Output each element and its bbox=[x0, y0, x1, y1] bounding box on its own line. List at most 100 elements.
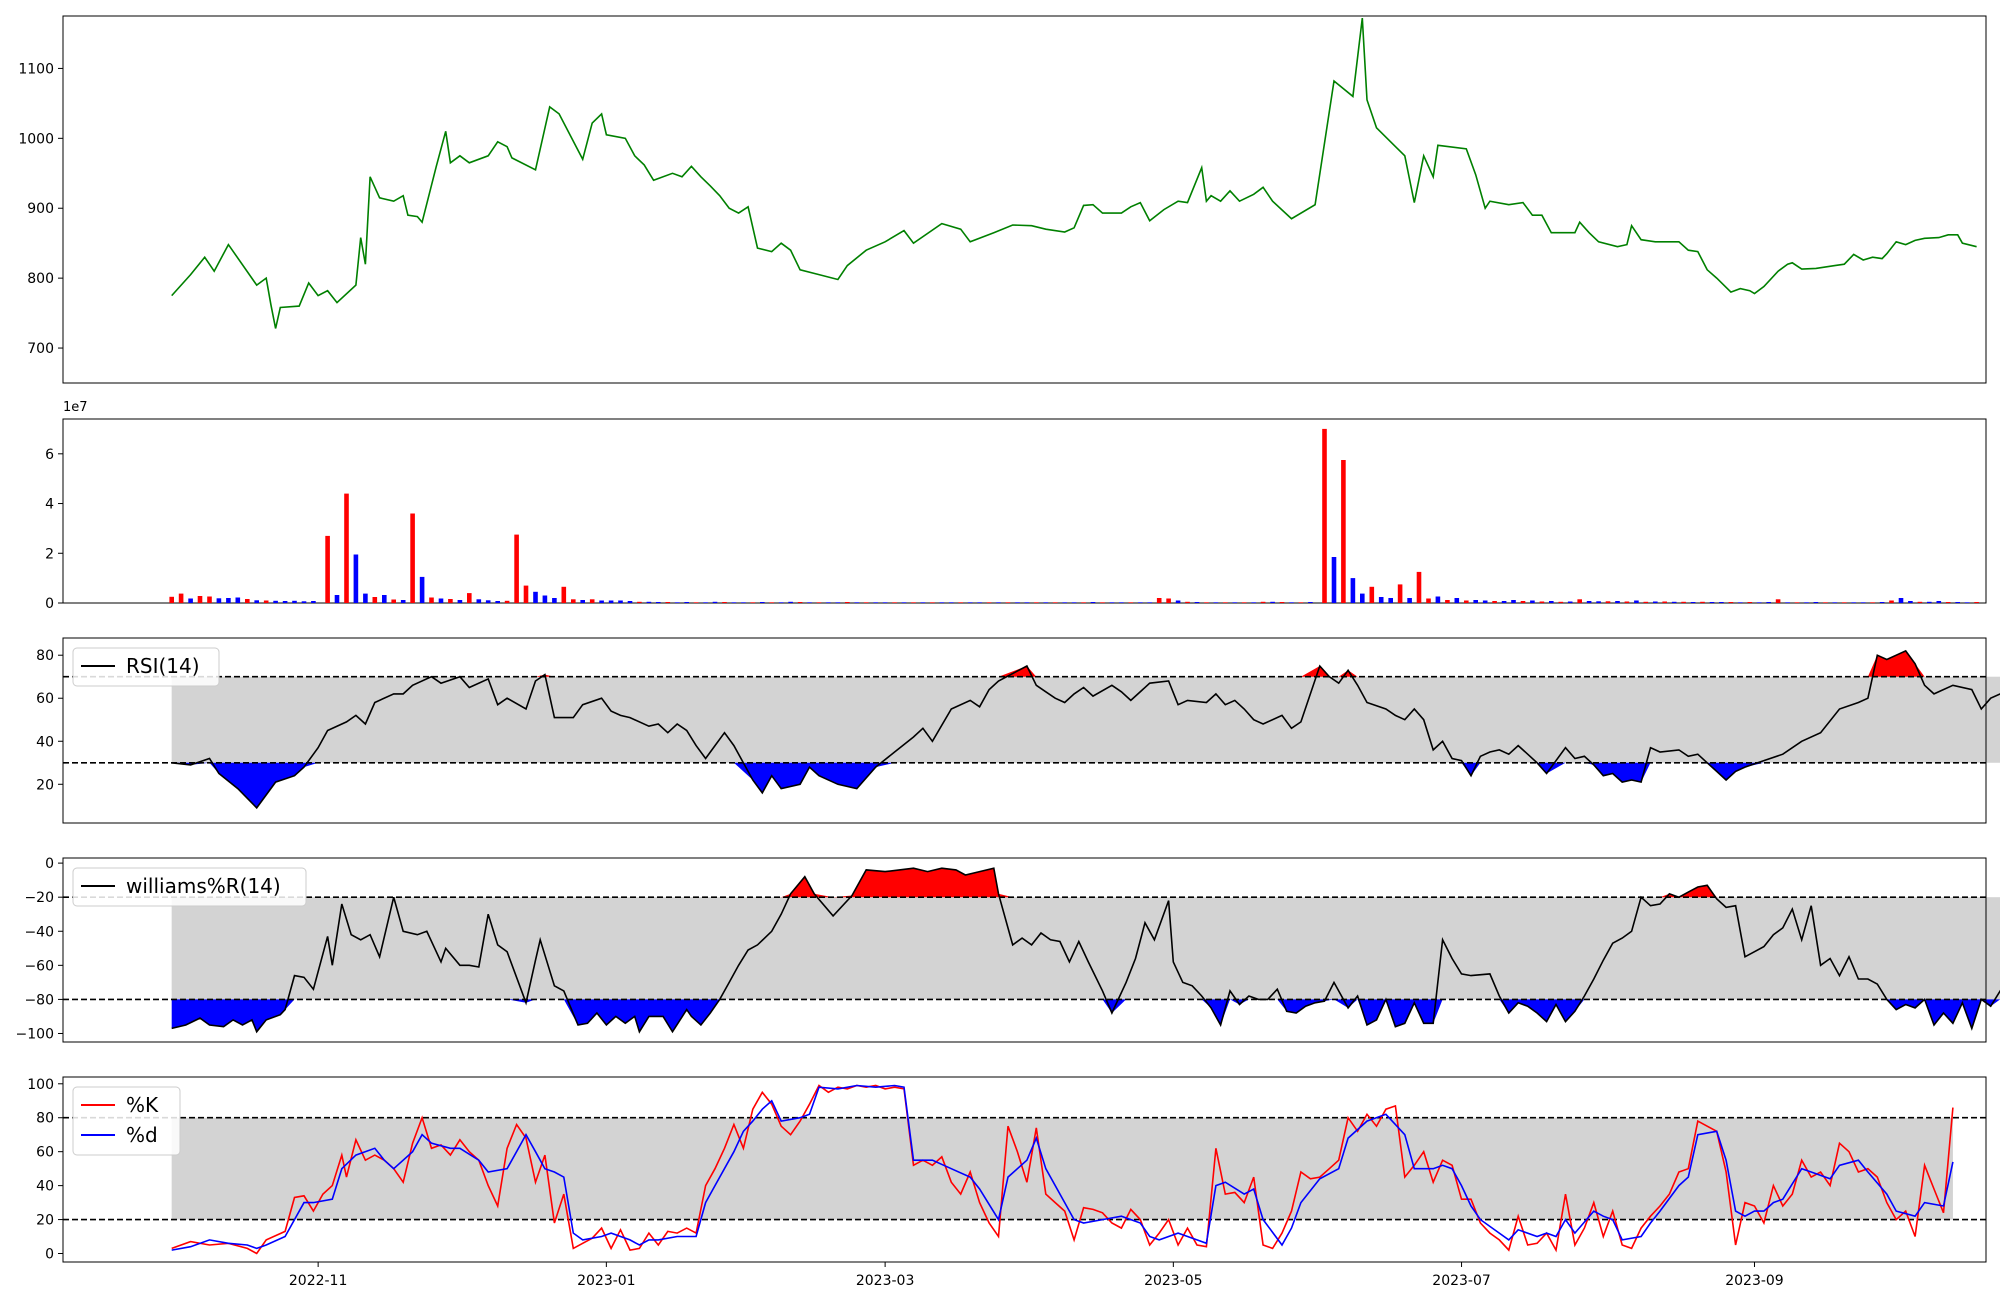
stochastic-panel: 0 20 40 60 80 100 %K %d 2022-11 2023-01 2023-03 202… bbox=[27, 1076, 1987, 1289]
volume-bar bbox=[178, 593, 184, 603]
volume-bar bbox=[778, 602, 784, 603]
volume-bar bbox=[986, 602, 992, 603]
volume-bar bbox=[419, 576, 425, 603]
volume-bar bbox=[533, 591, 538, 603]
volume-bar bbox=[1775, 599, 1781, 603]
volume-bar bbox=[1138, 602, 1143, 603]
volume-bar bbox=[788, 601, 793, 603]
x-tick-label: 2023-09 bbox=[1725, 1273, 1784, 1289]
williams-legend-label: williams%R(14) bbox=[126, 874, 281, 898]
volume-bar bbox=[1147, 602, 1152, 603]
volume-bar bbox=[1908, 601, 1913, 603]
volume-bar bbox=[977, 602, 982, 603]
volume-bar bbox=[599, 600, 604, 603]
volume-bar bbox=[807, 602, 812, 603]
volume-bar bbox=[571, 599, 576, 603]
volume-bar bbox=[1851, 602, 1856, 603]
volume-bar bbox=[854, 602, 860, 603]
volume-bar bbox=[1539, 601, 1545, 603]
stochastic-ytick-label: 100 bbox=[27, 1077, 54, 1093]
volume-bar bbox=[1879, 602, 1885, 603]
volume-bar bbox=[1653, 601, 1658, 603]
volume-bar bbox=[1605, 601, 1611, 603]
volume-bar bbox=[1738, 602, 1743, 603]
volume-bar bbox=[353, 554, 359, 603]
volume-bar bbox=[400, 600, 406, 603]
volume-bar bbox=[1917, 601, 1923, 603]
volume-bar bbox=[741, 602, 746, 603]
volume-bar bbox=[1322, 428, 1327, 603]
volume-bar bbox=[939, 602, 945, 603]
stochastic-ytick-label: 20 bbox=[36, 1213, 54, 1229]
rsi-series-line bbox=[171, 649, 2000, 810]
williams-neutral-band bbox=[171, 897, 2000, 1000]
volume-bar bbox=[1756, 602, 1762, 603]
volume-bar bbox=[1719, 602, 1724, 603]
volume-bar bbox=[967, 602, 973, 603]
stochastic-ytick-label: 40 bbox=[36, 1179, 54, 1195]
volume-bar bbox=[552, 598, 557, 603]
volume-bar bbox=[1936, 601, 1942, 603]
volume-bar bbox=[476, 599, 482, 603]
volume-panel: 0 2 4 6 1e7 bbox=[45, 400, 1987, 612]
williams-ytick-label: −40 bbox=[24, 924, 54, 940]
williams-oversold-fill bbox=[171, 999, 2000, 1032]
price-axes-frame bbox=[62, 15, 1987, 384]
volume-bar bbox=[1955, 602, 1960, 603]
williams-series-line bbox=[171, 867, 2000, 1034]
volume-bar bbox=[1823, 602, 1828, 603]
volume-bar bbox=[1586, 601, 1592, 603]
stochastic-legend-label: %d bbox=[126, 1123, 158, 1147]
volume-bar bbox=[1898, 598, 1904, 603]
volume-bar bbox=[949, 602, 954, 603]
volume-bar bbox=[391, 599, 396, 603]
volume-bar bbox=[722, 602, 727, 603]
rsi-legend-box bbox=[72, 647, 220, 687]
volume-bar bbox=[816, 602, 822, 603]
volume-bar bbox=[1119, 602, 1124, 603]
volume-bar bbox=[1298, 602, 1304, 603]
volume-bar bbox=[1213, 602, 1219, 603]
volume-bar bbox=[1549, 601, 1554, 603]
volume-bar bbox=[1388, 598, 1393, 603]
volume-bar bbox=[561, 586, 567, 603]
price-line bbox=[171, 18, 1977, 329]
volume-bar bbox=[1289, 602, 1294, 603]
price-ytick-label: 700 bbox=[27, 341, 54, 357]
volume-bar bbox=[301, 601, 307, 603]
williams-panel: 0 −20 −40 −60 −80 −100 williams%R(14) bbox=[16, 856, 2000, 1043]
volume-bar bbox=[1662, 601, 1667, 603]
volume-bar bbox=[514, 534, 519, 603]
williams-ytick-label: −80 bbox=[24, 992, 54, 1008]
volume-bar bbox=[292, 600, 297, 603]
volume-bar bbox=[1520, 601, 1526, 603]
rsi-axes-frame bbox=[62, 637, 1987, 824]
volume-bar bbox=[1567, 601, 1573, 603]
volume-bar bbox=[1308, 602, 1313, 603]
volume-bar bbox=[188, 598, 193, 603]
volume-ytick-label: 2 bbox=[45, 546, 54, 562]
volume-bar bbox=[1681, 601, 1686, 603]
x-tick-label: 2023-05 bbox=[1144, 1273, 1203, 1289]
volume-bar bbox=[835, 602, 841, 603]
volume-bar bbox=[996, 602, 1001, 603]
volume-bar bbox=[1241, 602, 1247, 603]
williams-legend-box bbox=[72, 867, 307, 907]
volume-bar bbox=[1709, 602, 1715, 603]
volume-bar bbox=[1577, 599, 1582, 603]
volume-bar bbox=[467, 593, 472, 603]
volume-bar bbox=[438, 598, 444, 603]
volume-bar bbox=[1596, 601, 1601, 603]
stochastic-ytick-label: 80 bbox=[36, 1111, 54, 1127]
rsi-ytick-label: 20 bbox=[36, 777, 54, 793]
volume-bar bbox=[448, 599, 453, 603]
stochastic-axes-frame bbox=[62, 1076, 1987, 1263]
volume-bar bbox=[1804, 602, 1809, 603]
volume-bar bbox=[523, 585, 529, 603]
volume-bar bbox=[684, 602, 689, 603]
rsi-ytick-label: 80 bbox=[36, 648, 54, 664]
volume-bar bbox=[845, 602, 850, 603]
volume-bar bbox=[1842, 602, 1847, 603]
volume-bar bbox=[1728, 602, 1734, 603]
volume-bar bbox=[1369, 586, 1375, 603]
